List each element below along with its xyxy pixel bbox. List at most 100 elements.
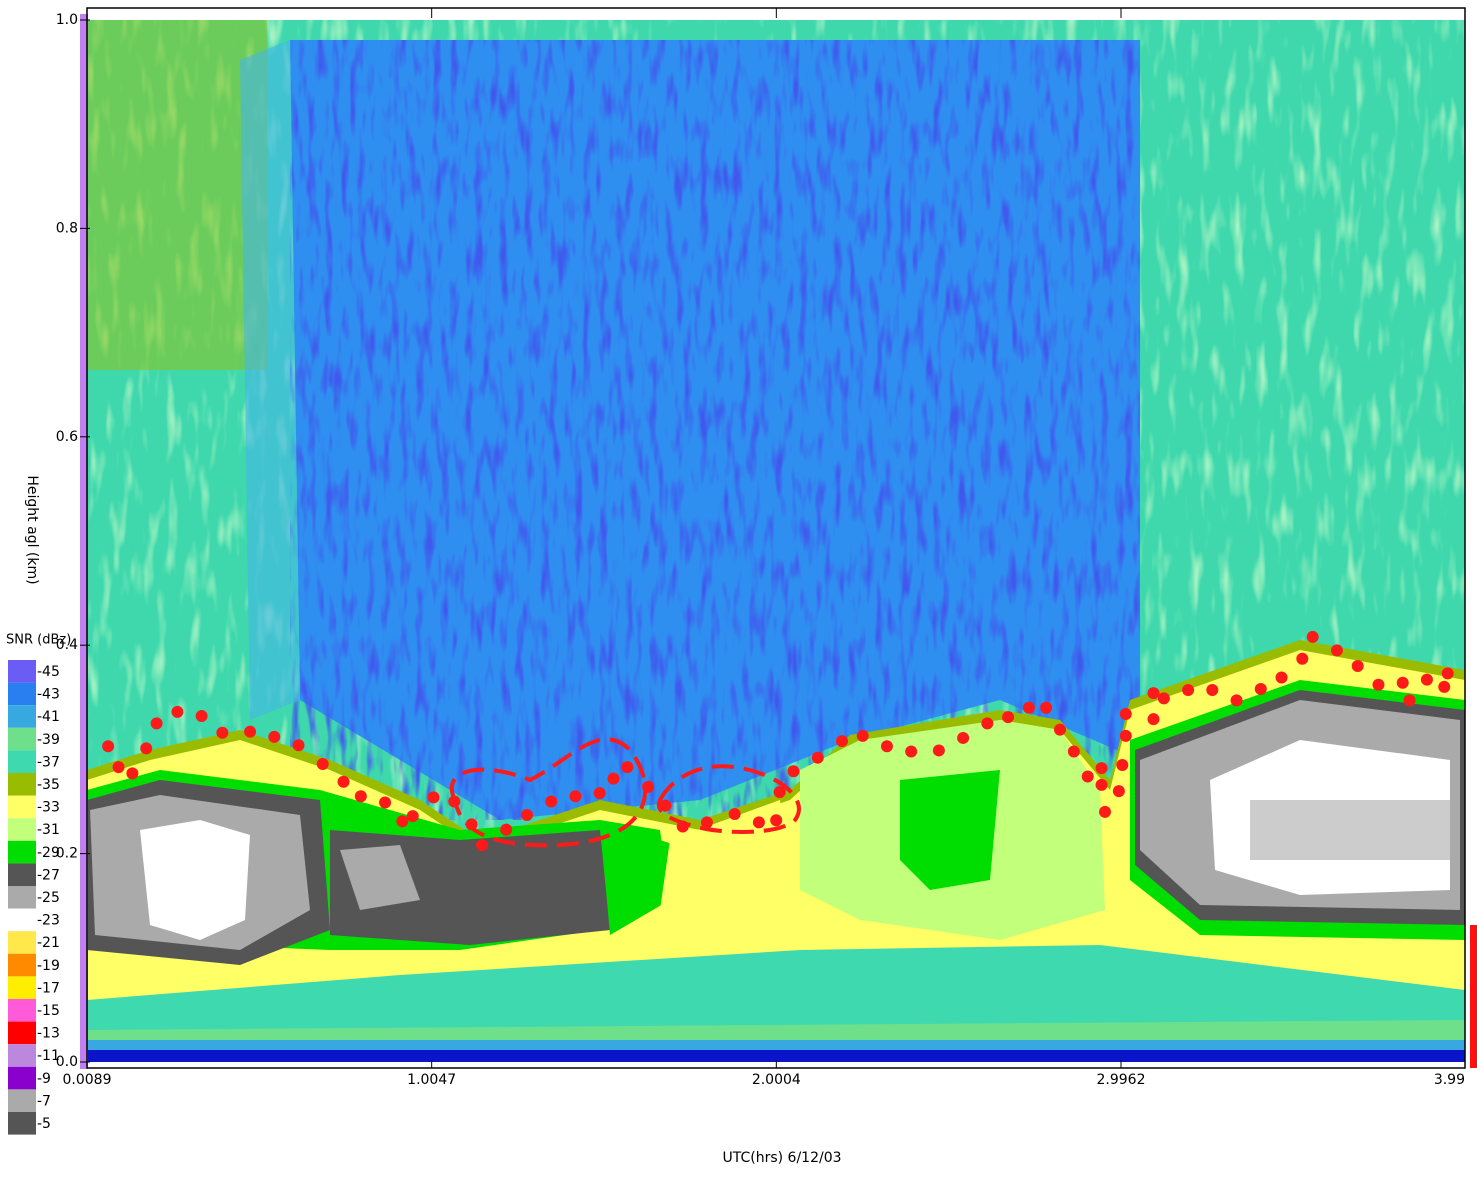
boundary-point	[337, 775, 350, 788]
colorbar-swatch	[8, 908, 36, 932]
boundary-point	[1112, 785, 1125, 798]
colorbar-label: -23	[37, 913, 60, 929]
y-tick-label: 1.0	[56, 12, 78, 28]
boundary-point	[1182, 684, 1195, 697]
boundary-point	[1099, 805, 1112, 818]
colorbar-label: -35	[37, 777, 60, 793]
colorbar-swatch	[8, 863, 36, 886]
colorbar-swatch	[8, 682, 36, 706]
colorbar-swatch	[8, 1089, 36, 1112]
y-tick-label: 0.0	[56, 1054, 78, 1070]
colorbar-label: -13	[37, 1026, 60, 1042]
boundary-point	[1054, 723, 1067, 736]
boundary-point	[659, 799, 672, 812]
colorbar-label: -33	[37, 800, 60, 816]
boundary-point	[1040, 701, 1053, 714]
y-tick-label: 0.8	[56, 220, 78, 236]
y-tick-label: 0.6	[56, 429, 78, 445]
colorbar-swatch	[8, 727, 36, 751]
colorbar-label: -27	[37, 867, 60, 883]
boundary-point	[1438, 680, 1451, 693]
annotation-ellipse	[449, 737, 648, 848]
snr-field	[87, 20, 1465, 1062]
boundary-point	[448, 795, 461, 808]
boundary-point	[593, 787, 606, 800]
colorbar-label: -9	[37, 1071, 51, 1087]
colorbar-label: -17	[37, 980, 60, 996]
boundary-point	[752, 816, 765, 829]
colorbar-label: -19	[37, 958, 60, 974]
colorbar-label: -37	[37, 754, 60, 770]
boundary-point	[1119, 729, 1132, 742]
boundary-point	[856, 729, 869, 742]
boundary-point	[1002, 711, 1015, 724]
boundary-point	[607, 772, 620, 785]
boundary-point	[569, 790, 582, 803]
boundary-point	[957, 731, 970, 744]
boundary-point	[676, 820, 689, 833]
x-tick-label: 1.0047	[407, 1072, 456, 1088]
boundary-point	[216, 726, 229, 739]
boundary-point	[1403, 694, 1416, 707]
boundary-point	[316, 757, 329, 770]
boundary-point	[545, 795, 558, 808]
boundary-point	[1119, 707, 1132, 720]
boundary-point	[1441, 667, 1454, 680]
boundary-point	[1230, 694, 1243, 707]
boundary-point	[396, 815, 409, 828]
colorbar-swatch	[8, 705, 36, 728]
colorbar-swatch	[8, 1044, 36, 1067]
boundary-point	[1067, 745, 1080, 758]
boundary-point	[1022, 701, 1035, 714]
boundary-point	[1157, 692, 1170, 705]
colorbar-label: -15	[37, 1003, 60, 1019]
boundary-point	[700, 816, 713, 829]
colorbar-swatch	[8, 750, 36, 773]
boundary-point	[981, 717, 994, 730]
boundary-point	[835, 735, 848, 748]
boundary-point	[880, 740, 893, 753]
x-tick-label: 0.0089	[63, 1072, 112, 1088]
boundary-point	[932, 744, 945, 757]
boundary-point	[621, 761, 634, 774]
boundary-point	[1254, 682, 1267, 695]
boundary-point	[150, 717, 163, 730]
boundary-point	[1296, 652, 1309, 665]
colorbar-swatch	[8, 795, 36, 819]
boundary-point	[126, 767, 139, 780]
colorbar-swatch	[8, 818, 36, 841]
boundary-point	[379, 796, 392, 809]
colorbar-title: SNR (dBz)	[6, 633, 71, 648]
colorbar-label: -25	[37, 890, 60, 906]
boundary-point	[1351, 660, 1364, 673]
colorbar-label: -41	[37, 709, 60, 725]
boundary-point	[1081, 770, 1094, 783]
boundary-point	[787, 765, 800, 778]
boundary-point	[292, 739, 305, 752]
boundary-point	[465, 818, 478, 831]
boundary-point	[905, 745, 918, 758]
y-axis-label: Height agl (km)	[24, 475, 40, 584]
x-axis-label: UTC(hrs) 6/12/03	[722, 1150, 841, 1166]
boundary-point	[354, 790, 367, 803]
colorbar-label: -21	[37, 935, 60, 951]
boundary-point	[520, 809, 533, 822]
x-tick-label: 3.99	[1434, 1072, 1465, 1088]
colorbar-swatch	[8, 840, 36, 864]
boundary-point	[500, 823, 513, 836]
colorbar-swatch	[8, 886, 36, 909]
boundary-point	[112, 761, 125, 774]
right-marker	[1470, 925, 1477, 1068]
colorbar-label: -7	[37, 1093, 51, 1109]
colorbar-swatch	[8, 1021, 36, 1045]
boundary-point	[728, 808, 741, 821]
boundary-point	[811, 751, 824, 764]
y-tick-label: 0.2	[56, 846, 78, 862]
colorbar-swatch	[8, 773, 36, 796]
boundary-point	[244, 725, 257, 738]
boundary-point	[770, 814, 783, 827]
colorbar-swatch	[8, 999, 36, 1022]
boundary-point	[1275, 671, 1288, 684]
